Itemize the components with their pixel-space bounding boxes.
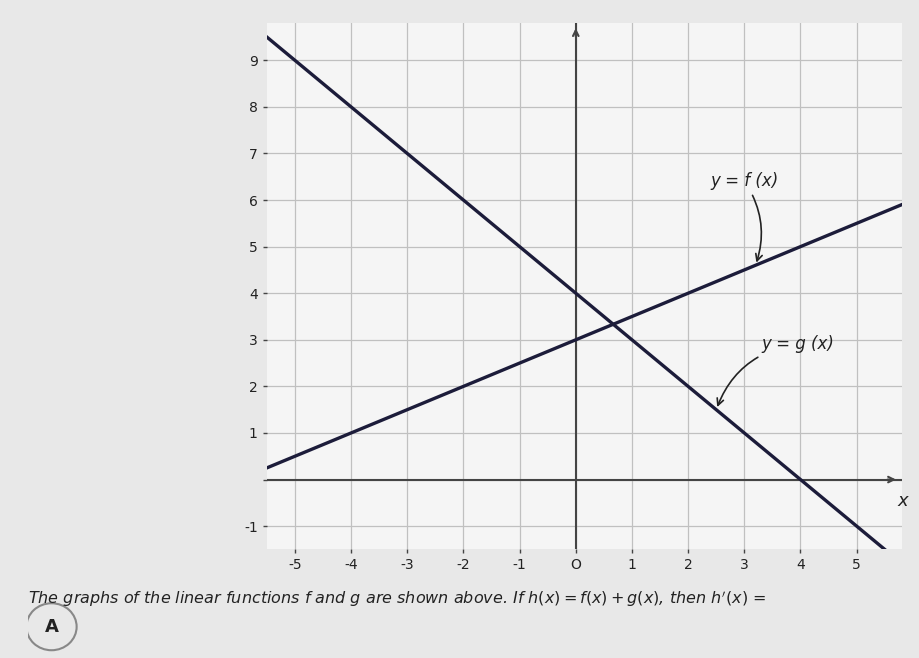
Text: The graphs of the linear functions $f$ and $g$ are shown above. If $h(x) = f(x) : The graphs of the linear functions $f$ a… — [28, 589, 765, 609]
Text: A: A — [44, 618, 59, 636]
Text: y = f (x): y = f (x) — [709, 172, 777, 261]
Text: x: x — [897, 492, 907, 509]
Text: y = g (x): y = g (x) — [717, 335, 834, 405]
